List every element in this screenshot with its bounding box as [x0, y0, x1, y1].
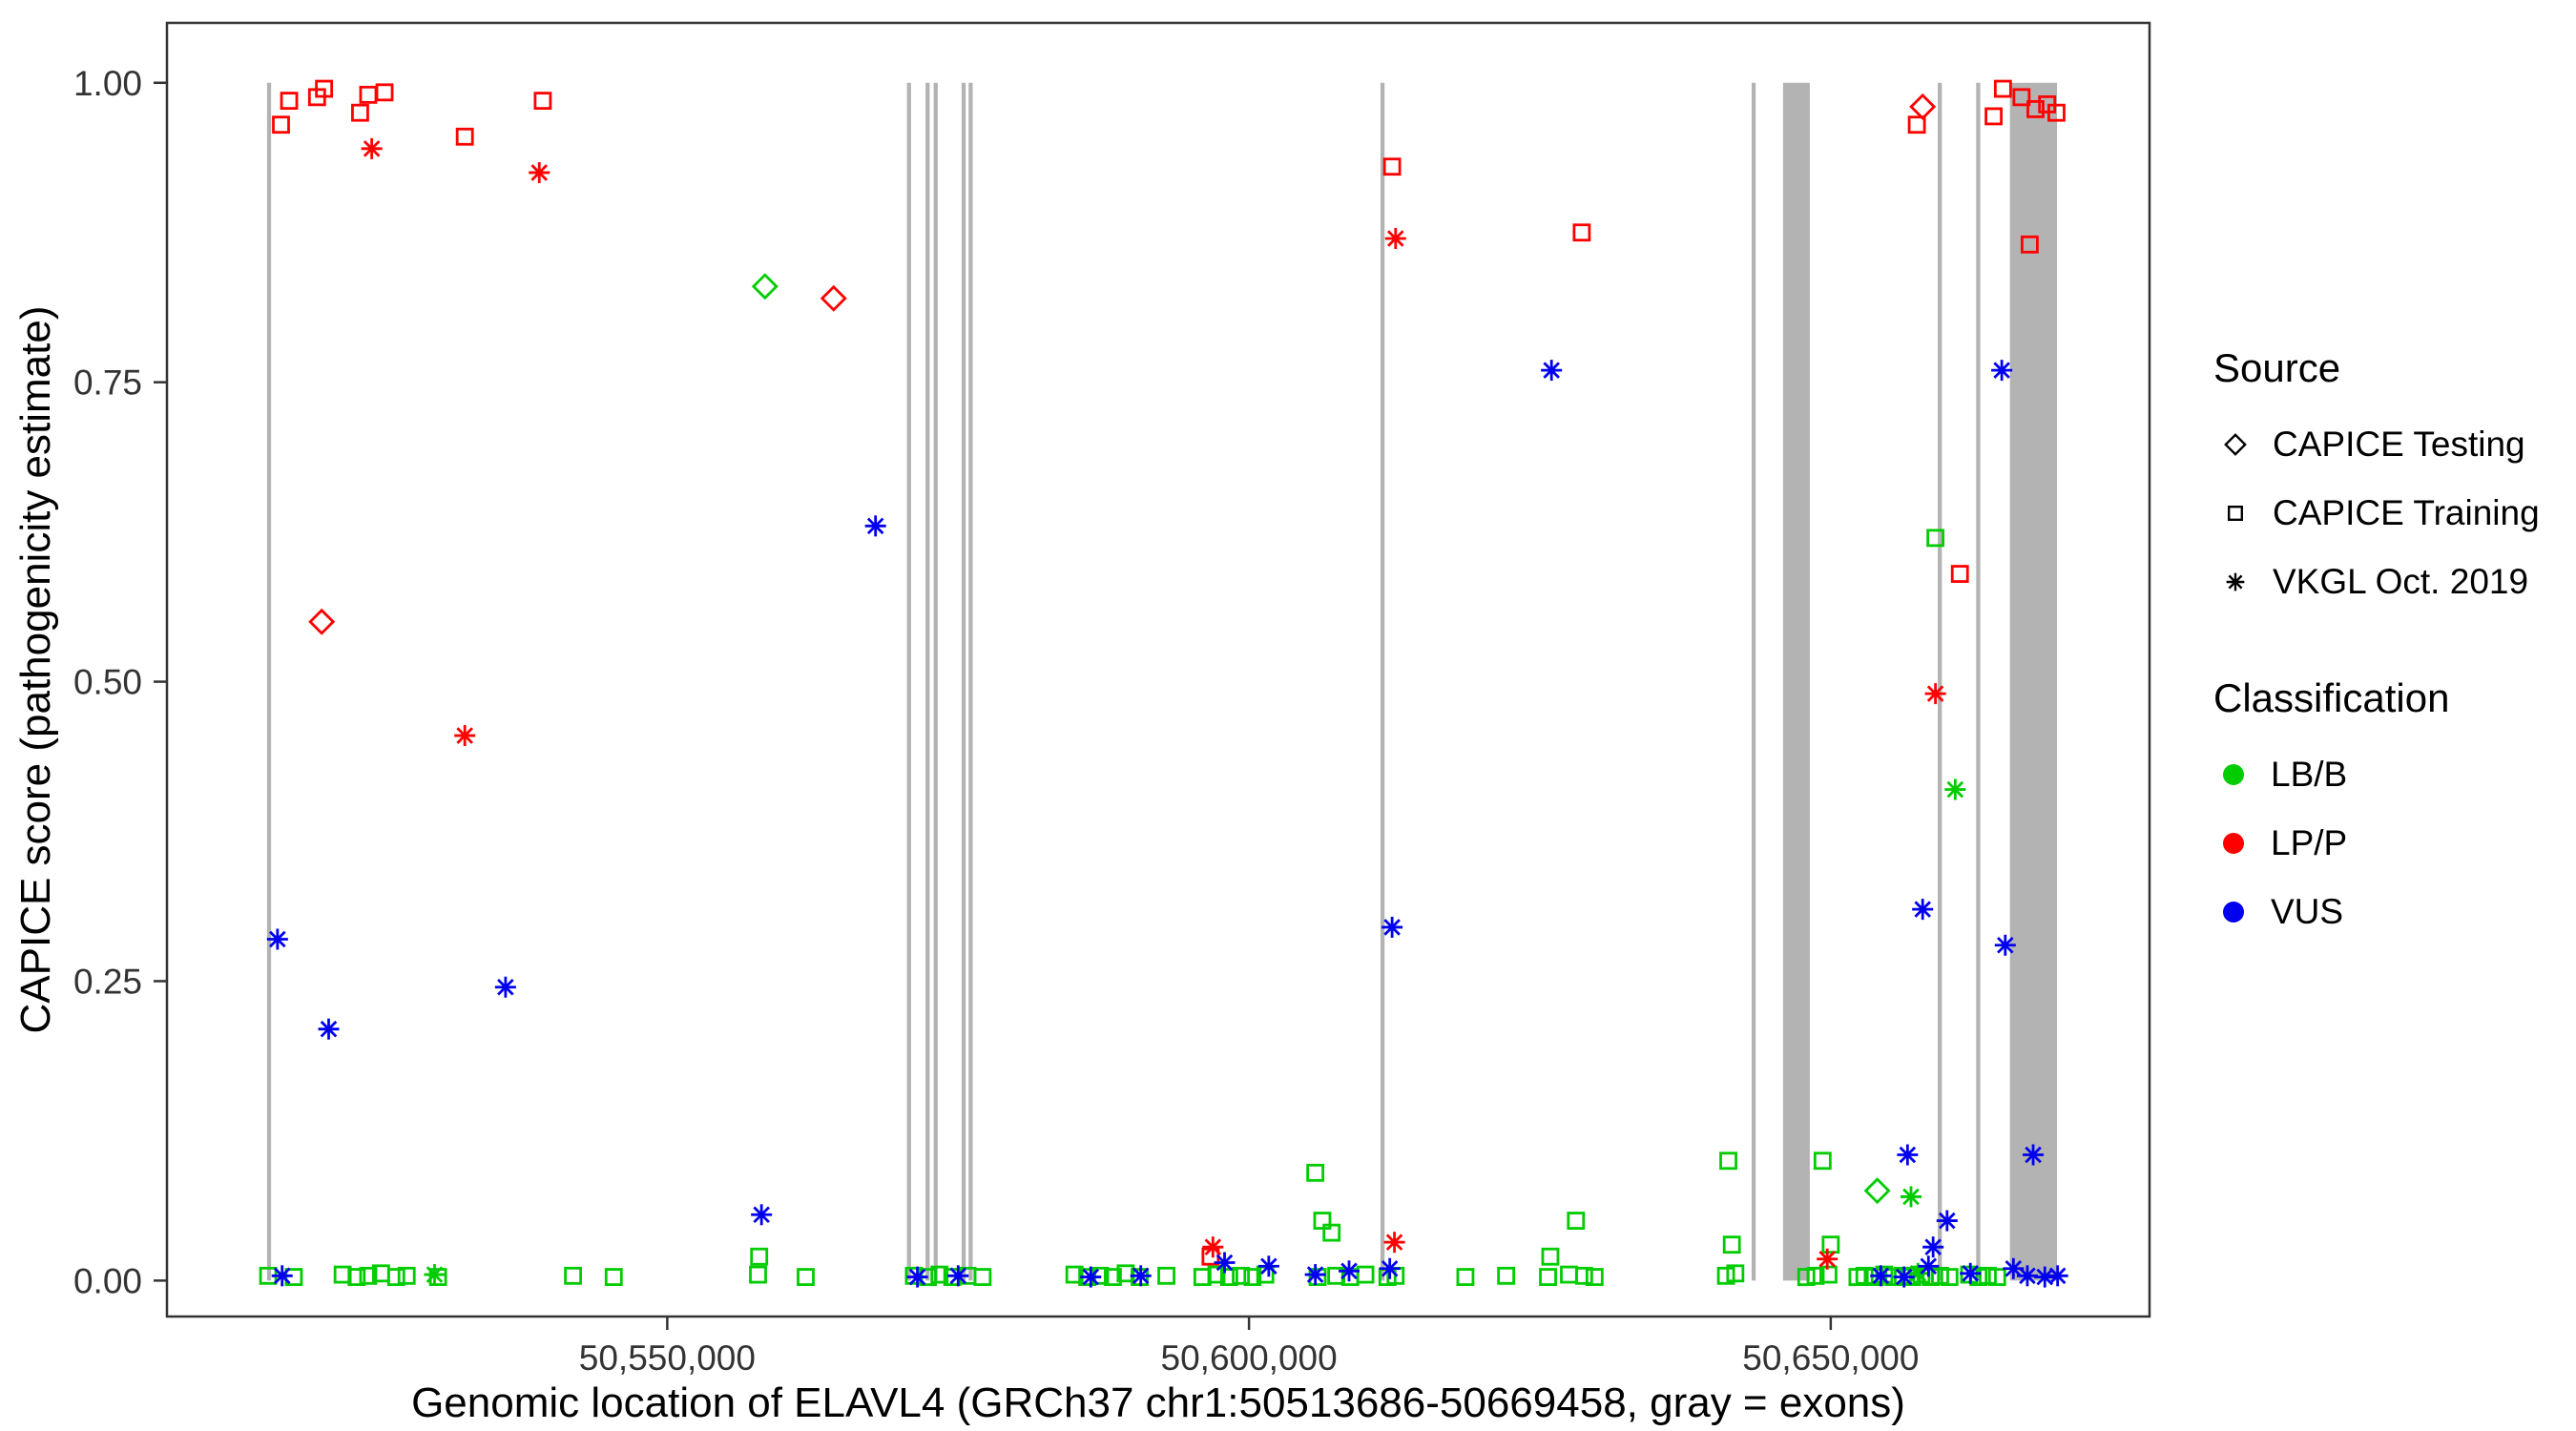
series-capice-testing-lp-p: [308, 93, 1937, 635]
square-icon: [2213, 491, 2257, 535]
exon-bar: [1751, 82, 1756, 1281]
lbb-color-dot-icon: [2223, 764, 2244, 785]
series-vkgl-oct-2019-vus: [266, 360, 2068, 1288]
exon-bar: [1380, 82, 1385, 1281]
legend-label-vus: VUS: [2271, 892, 2344, 931]
panel-border: [165, 21, 2151, 1318]
y-tick-label: 1.00: [73, 64, 142, 103]
exon-bar: [933, 82, 938, 1281]
lpp-color-dot-icon: [2223, 833, 2244, 854]
vus-color-dot-icon: [2223, 902, 2244, 923]
series-vkgl-oct-2019-lb-b: [424, 778, 1966, 1286]
legend-source-title: Source: [2213, 345, 2341, 390]
legend-classification-group: Classification LB/B LP/P VUS: [2213, 675, 2568, 946]
diamond-icon: [2213, 423, 2257, 467]
legend-item-lbb: LB/B: [2213, 740, 2568, 809]
series-capice-testing-lb-b: [751, 273, 1891, 1205]
exon-bar: [925, 82, 930, 1281]
legend-label-lpp: LP/P: [2271, 823, 2348, 862]
y-tick-label: 0.00: [73, 1261, 142, 1300]
y-tick-label: 0.25: [73, 962, 142, 1001]
legend-item-vkgl: VKGL Oct. 2019: [2213, 548, 2568, 616]
exon-bar: [1782, 82, 1810, 1281]
exon-bar: [968, 82, 973, 1281]
legend-item-lpp: LP/P: [2213, 809, 2568, 878]
y-axis-title: CAPICE score (pathogenicity estimate): [12, 305, 59, 1034]
exon-bar: [961, 82, 966, 1281]
y-tick-label: 0.75: [73, 363, 142, 403]
exon-bar: [1976, 82, 1981, 1281]
x-tick-label: 50,650,000: [1742, 1338, 1919, 1378]
legend-item-capice-testing: CAPICE Testing: [2213, 410, 2568, 479]
legend-label-capice-training: CAPICE Training: [2273, 493, 2540, 532]
series-vkgl-oct-2019-lp-p: [361, 137, 1946, 1270]
x-tick-label: 50,600,000: [1161, 1338, 1338, 1378]
legend-item-capice-training: CAPICE Training: [2213, 479, 2568, 548]
x-axis-title: Genomic location of ELAVL4 (GRCh37 chr1:…: [411, 1379, 1905, 1426]
y-tick-label: 0.50: [73, 663, 142, 702]
legend-label-lbb: LB/B: [2271, 755, 2348, 794]
exon-bar: [2009, 82, 2058, 1281]
legend-classification-title: Classification: [2213, 675, 2450, 720]
legend-source-group: Source CAPICE Testing CAPICE Training VK…: [2213, 345, 2568, 616]
x-tick-label: 50,550,000: [579, 1338, 756, 1378]
legend-panel: Source CAPICE Testing CAPICE Training VK…: [2213, 345, 2568, 946]
asterisk-icon: [2213, 560, 2257, 604]
exon-bar: [1938, 82, 1942, 1281]
exon-bar: [266, 82, 272, 1281]
legend-item-vus: VUS: [2213, 878, 2568, 946]
exon-bar: [906, 82, 911, 1281]
legend-label-capice-testing: CAPICE Testing: [2273, 425, 2525, 464]
legend-label-vkgl: VKGL Oct. 2019: [2273, 562, 2529, 601]
plot-panel: [167, 23, 2150, 1317]
